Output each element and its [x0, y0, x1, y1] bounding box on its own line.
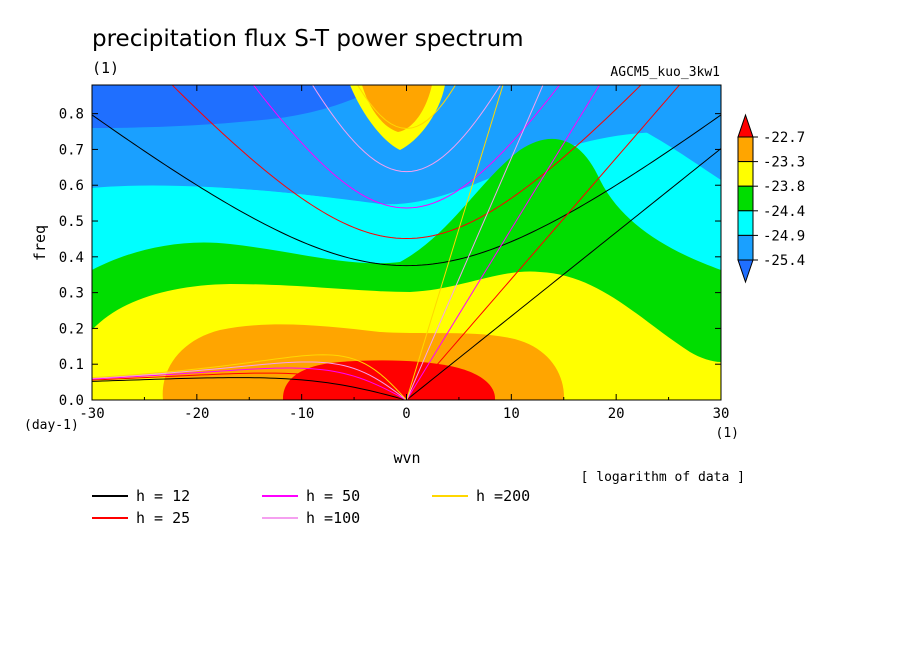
rossby-curve-50	[92, 367, 407, 400]
colorbar-label: -23.3	[763, 155, 805, 171]
colorbar-segment	[737, 234, 754, 261]
colorbar-segment	[737, 161, 754, 187]
rossby-curve-12	[92, 377, 407, 400]
y-tick-label: 0.5	[59, 214, 84, 230]
gravity-curve-100	[311, 85, 502, 173]
colorbar-segment	[737, 210, 754, 236]
run-label: AGCM5_kuo_3kw1	[610, 65, 720, 80]
y-tick-label: 0.4	[59, 250, 84, 266]
x-tick-label: 20	[608, 406, 625, 422]
x-unit-label: (1)	[716, 426, 739, 441]
y-tick-label: 0.2	[59, 321, 84, 337]
y-axis-label: freq	[31, 225, 49, 261]
spectrum-contours	[92, 85, 721, 400]
kelvin-curve-25	[406, 85, 681, 400]
legend-label: h = 12	[136, 487, 190, 505]
gravity-curve-25	[171, 85, 642, 240]
colorbar: -22.7 -23.3 -23.8 -24.4 -24.9 -25.4	[737, 113, 805, 284]
colorbar-label: -24.4	[763, 204, 805, 220]
contour-band	[362, 85, 432, 132]
kelvin-curve-12	[406, 148, 721, 400]
x-axis-label: wvn	[393, 449, 420, 467]
colorbar-label: -24.9	[763, 228, 805, 244]
y-tick-label: 0.7	[59, 142, 84, 158]
y-unit-label: (day-1)	[24, 418, 79, 433]
x-tick-label: -20	[184, 406, 209, 422]
contour-band	[580, 85, 721, 180]
legend-label: h =200	[476, 487, 530, 505]
gravity-curve-50	[252, 85, 561, 209]
x-tick-label: 30	[713, 406, 730, 422]
legend-label: h = 25	[136, 509, 190, 527]
x-tick-label: -10	[289, 406, 314, 422]
rossby-curve-100	[92, 361, 407, 400]
colorbar-segment	[737, 136, 754, 163]
y-tick-label: 0.0	[59, 393, 84, 409]
y-tick-label: 0.1	[59, 357, 84, 373]
rossby-curve-200	[92, 354, 407, 400]
x-tick-label: -30	[79, 406, 104, 422]
x-tick-label: 0	[402, 406, 410, 422]
kelvin-curve-200	[406, 85, 504, 400]
colorbar-bottom-arrow	[737, 259, 754, 284]
y-tick-label: 0.6	[59, 178, 84, 194]
kelvin-curve-50	[406, 85, 601, 400]
gravity-curve-12	[92, 114, 721, 267]
colorbar-label: -22.7	[763, 130, 805, 146]
y-tick-label: 0.8	[59, 107, 84, 123]
y-tick-label: 0.3	[59, 286, 84, 302]
chart-subtitle: (1)	[92, 59, 119, 77]
x-tick-label: 10	[503, 406, 520, 422]
chart-title: precipitation flux S-T power spectrum	[92, 26, 524, 52]
gravity-curve-200	[357, 85, 456, 129]
y-axis: 0.0 0.1 0.2 0.3 0.4 0.5 0.6 0.7 0.8	[59, 107, 721, 409]
colorbar-label: -23.8	[763, 179, 805, 195]
legend: h = 12 h = 25 h = 50 h =100 h =200	[92, 487, 530, 527]
scale-note: [ logarithm of data ]	[581, 470, 745, 485]
contour-band	[282, 360, 496, 400]
colorbar-label: -25.4	[763, 253, 805, 269]
dispersion-curves	[92, 85, 721, 400]
legend-label: h =100	[306, 509, 360, 527]
legend-label: h = 50	[306, 487, 360, 505]
rossby-curve-25	[92, 372, 407, 400]
contour-band	[92, 85, 385, 128]
colorbar-segment	[737, 185, 754, 212]
colorbar-top-arrow	[737, 113, 754, 138]
kelvin-curve-100	[406, 85, 544, 400]
x-axis: -30 -20 -10 0 10 20 30	[79, 85, 729, 422]
